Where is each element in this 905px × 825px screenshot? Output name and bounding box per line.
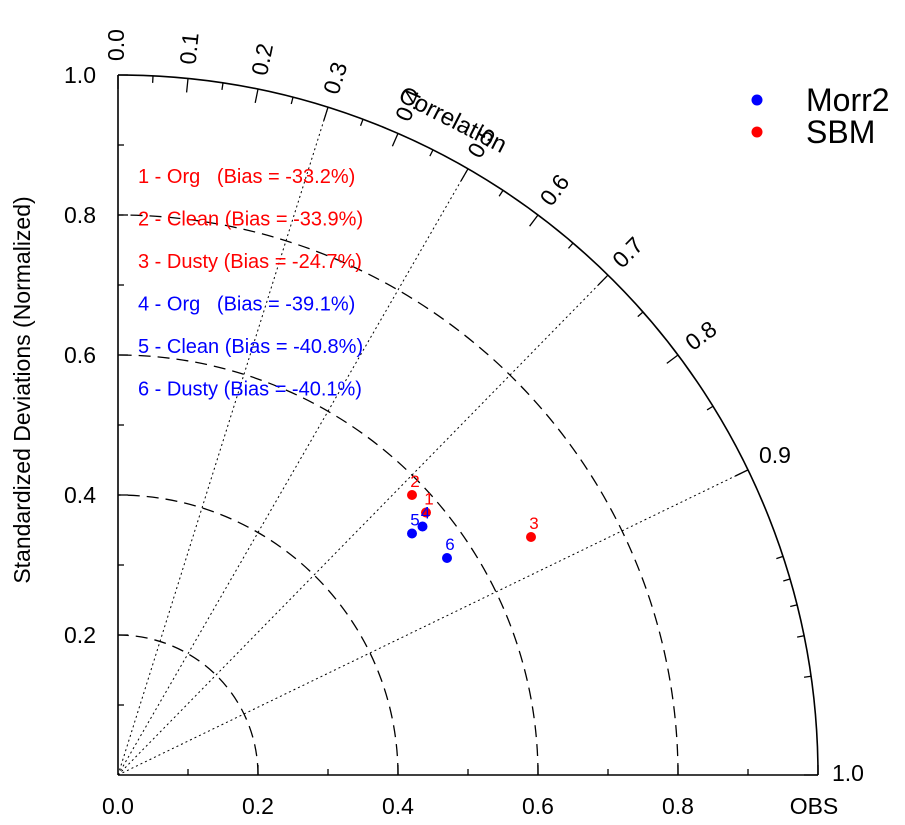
correlation-tick-label: 0.2 bbox=[246, 41, 278, 78]
x-tick-label: 0.2 bbox=[242, 793, 274, 819]
data-point-label: 6 bbox=[445, 535, 454, 554]
correlation-tick-label: 0.1 bbox=[175, 31, 204, 65]
axis-layer bbox=[117, 74, 819, 776]
data-point bbox=[421, 507, 431, 518]
x-tick-label: 0.4 bbox=[382, 793, 414, 819]
x-tick-label: 0.6 bbox=[522, 793, 554, 819]
correlation-tick-label: 0.7 bbox=[607, 232, 648, 273]
bias-note: 4 - Org (Bias = -39.1%) bbox=[138, 294, 355, 316]
x-tick-label: 0.8 bbox=[662, 793, 694, 819]
correlation-major-tick bbox=[391, 133, 399, 147]
data-point bbox=[407, 490, 417, 500]
x-tick-label: OBS bbox=[790, 793, 839, 819]
label-layer: 0.2 0.4 0.6 0.8 1.0 0.0 0.2 0.4 0.6 0.8 OBS 0.0 0.1 0… bbox=[64, 29, 890, 819]
x-tick-label: 0.0 bbox=[102, 793, 134, 819]
correlation-radial bbox=[117, 274, 609, 776]
correlation-major-tick bbox=[666, 354, 679, 364]
bias-note: 6 - Dusty (Bias = -40.1%) bbox=[138, 379, 362, 401]
y-tick-label: 0.4 bbox=[64, 482, 96, 508]
std-dev-arc bbox=[117, 354, 539, 776]
data-point-label: 4 bbox=[421, 504, 430, 523]
bias-note: 3 - Dusty (Bias = -24.7%) bbox=[138, 251, 362, 273]
grid-layer bbox=[117, 107, 749, 776]
data-point-label: 5 bbox=[410, 511, 419, 530]
correlation-minor-tick bbox=[803, 675, 812, 678]
correlation-major-tick bbox=[460, 168, 469, 182]
correlation-major-tick bbox=[323, 107, 329, 121]
correlation-tick-label: 0.6 bbox=[534, 169, 574, 210]
correlation-minor-tick bbox=[797, 635, 805, 638]
legend-marker bbox=[751, 126, 763, 138]
y-tick-label: 0.8 bbox=[64, 202, 96, 228]
correlation-tick-label: 0.3 bbox=[318, 59, 352, 97]
data-point-label: 3 bbox=[529, 514, 538, 533]
correlation-minor-tick bbox=[290, 97, 294, 105]
correlation-tick-label: 0.9 bbox=[759, 442, 791, 468]
data-point-label: 1 bbox=[424, 490, 433, 509]
correlation-radial bbox=[117, 107, 329, 776]
correlation-tick-label: 0.8 bbox=[680, 315, 721, 355]
correlation-minor-tick bbox=[706, 405, 714, 411]
correlation-radial bbox=[117, 469, 749, 776]
correlation-major-tick bbox=[597, 274, 609, 286]
correlation-major-tick bbox=[529, 214, 539, 227]
correlation-major-tick bbox=[254, 89, 259, 103]
std-dev-arc bbox=[117, 634, 259, 776]
correlation-major-tick bbox=[735, 469, 749, 477]
data-point bbox=[526, 532, 536, 542]
point-layer: 12 3 45 6 bbox=[407, 472, 539, 563]
y-tick-label: 0.6 bbox=[64, 342, 96, 368]
correlation-minor-tick bbox=[776, 555, 784, 560]
data-point bbox=[417, 521, 428, 532]
correlation-minor-tick bbox=[359, 119, 364, 127]
data-point-label: 2 bbox=[410, 472, 419, 491]
std-dev-arc bbox=[117, 214, 679, 776]
correlation-minor-tick bbox=[221, 82, 224, 90]
legend-label: Morr2 bbox=[806, 82, 890, 118]
data-point bbox=[442, 553, 452, 563]
correlation-major-tick bbox=[185, 78, 189, 93]
std-dev-arc bbox=[117, 494, 399, 776]
bias-note: 1 - Org (Bias = -33.2%) bbox=[138, 166, 355, 188]
y-tick-label: 0.2 bbox=[64, 622, 96, 648]
y-tick-label: 1.0 bbox=[64, 62, 96, 88]
correlation-radial bbox=[117, 168, 469, 776]
correlation-minor-tick bbox=[498, 190, 504, 197]
legend-marker bbox=[751, 94, 763, 106]
correlation-tick-label: 1.0 bbox=[832, 760, 864, 786]
correlation-minor-tick bbox=[567, 242, 574, 249]
legend-label: SBM bbox=[806, 114, 875, 150]
bias-note: 2 - Clean (Bias = -33.9%) bbox=[138, 209, 363, 231]
correlation-minor-tick bbox=[637, 311, 644, 318]
bias-note: 5 - Clean (Bias = -40.8%) bbox=[138, 336, 363, 358]
correlation-minor-tick bbox=[783, 578, 791, 582]
correlation-minor-tick bbox=[429, 149, 434, 157]
correlation-minor-tick bbox=[790, 604, 798, 608]
correlation-tick-label: 0.0 bbox=[103, 29, 129, 61]
data-point bbox=[407, 528, 417, 539]
y-axis-label: Standardized Deviations (Normalized) bbox=[9, 196, 35, 583]
outer-arc bbox=[117, 74, 819, 776]
